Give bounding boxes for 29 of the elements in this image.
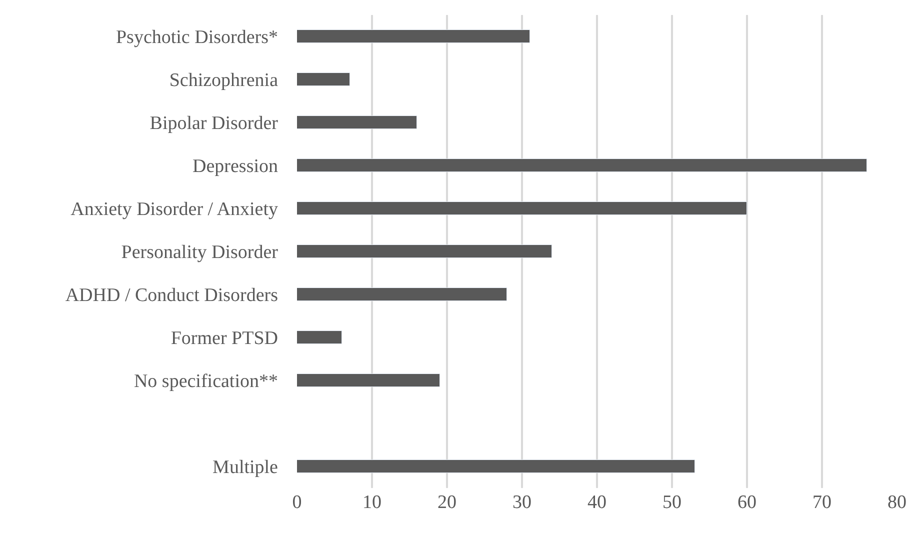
y-tick-label: Personality Disorder <box>121 242 279 264</box>
y-tick-label: Multiple <box>212 457 278 478</box>
y-tick-label: Bipolar Disorder <box>150 113 279 134</box>
bar <box>297 288 507 301</box>
bar <box>297 374 440 387</box>
x-tick-label: 0 <box>292 492 302 513</box>
x-tick-label: 40 <box>588 492 606 513</box>
bar <box>297 116 417 129</box>
bar <box>297 202 747 215</box>
x-tick-label: 20 <box>438 492 456 513</box>
bar <box>297 30 530 43</box>
x-tick-label: 10 <box>362 492 382 513</box>
bar <box>297 158 867 172</box>
x-tick-label: 80 <box>888 492 906 513</box>
y-tick-label: Psychotic Disorders* <box>116 27 278 48</box>
y-tick-label: No specification** <box>134 371 278 392</box>
x-tick-label: 30 <box>512 492 532 513</box>
y-tick-label: Schizophrenia <box>169 70 279 92</box>
bar <box>297 460 695 473</box>
y-tick-label: ADHD / Conduct Disorders <box>65 285 278 306</box>
y-tick-label: Depression <box>192 156 278 178</box>
bar <box>297 330 342 344</box>
x-tick-label: 60 <box>738 492 756 513</box>
bar <box>297 72 350 86</box>
y-tick-label: Anxiety Disorder / Anxiety <box>70 199 278 220</box>
y-tick-label: Former PTSD <box>170 328 278 350</box>
x-tick-label: 50 <box>662 492 682 513</box>
bar <box>297 244 552 258</box>
x-tick-label: 70 <box>812 492 832 513</box>
